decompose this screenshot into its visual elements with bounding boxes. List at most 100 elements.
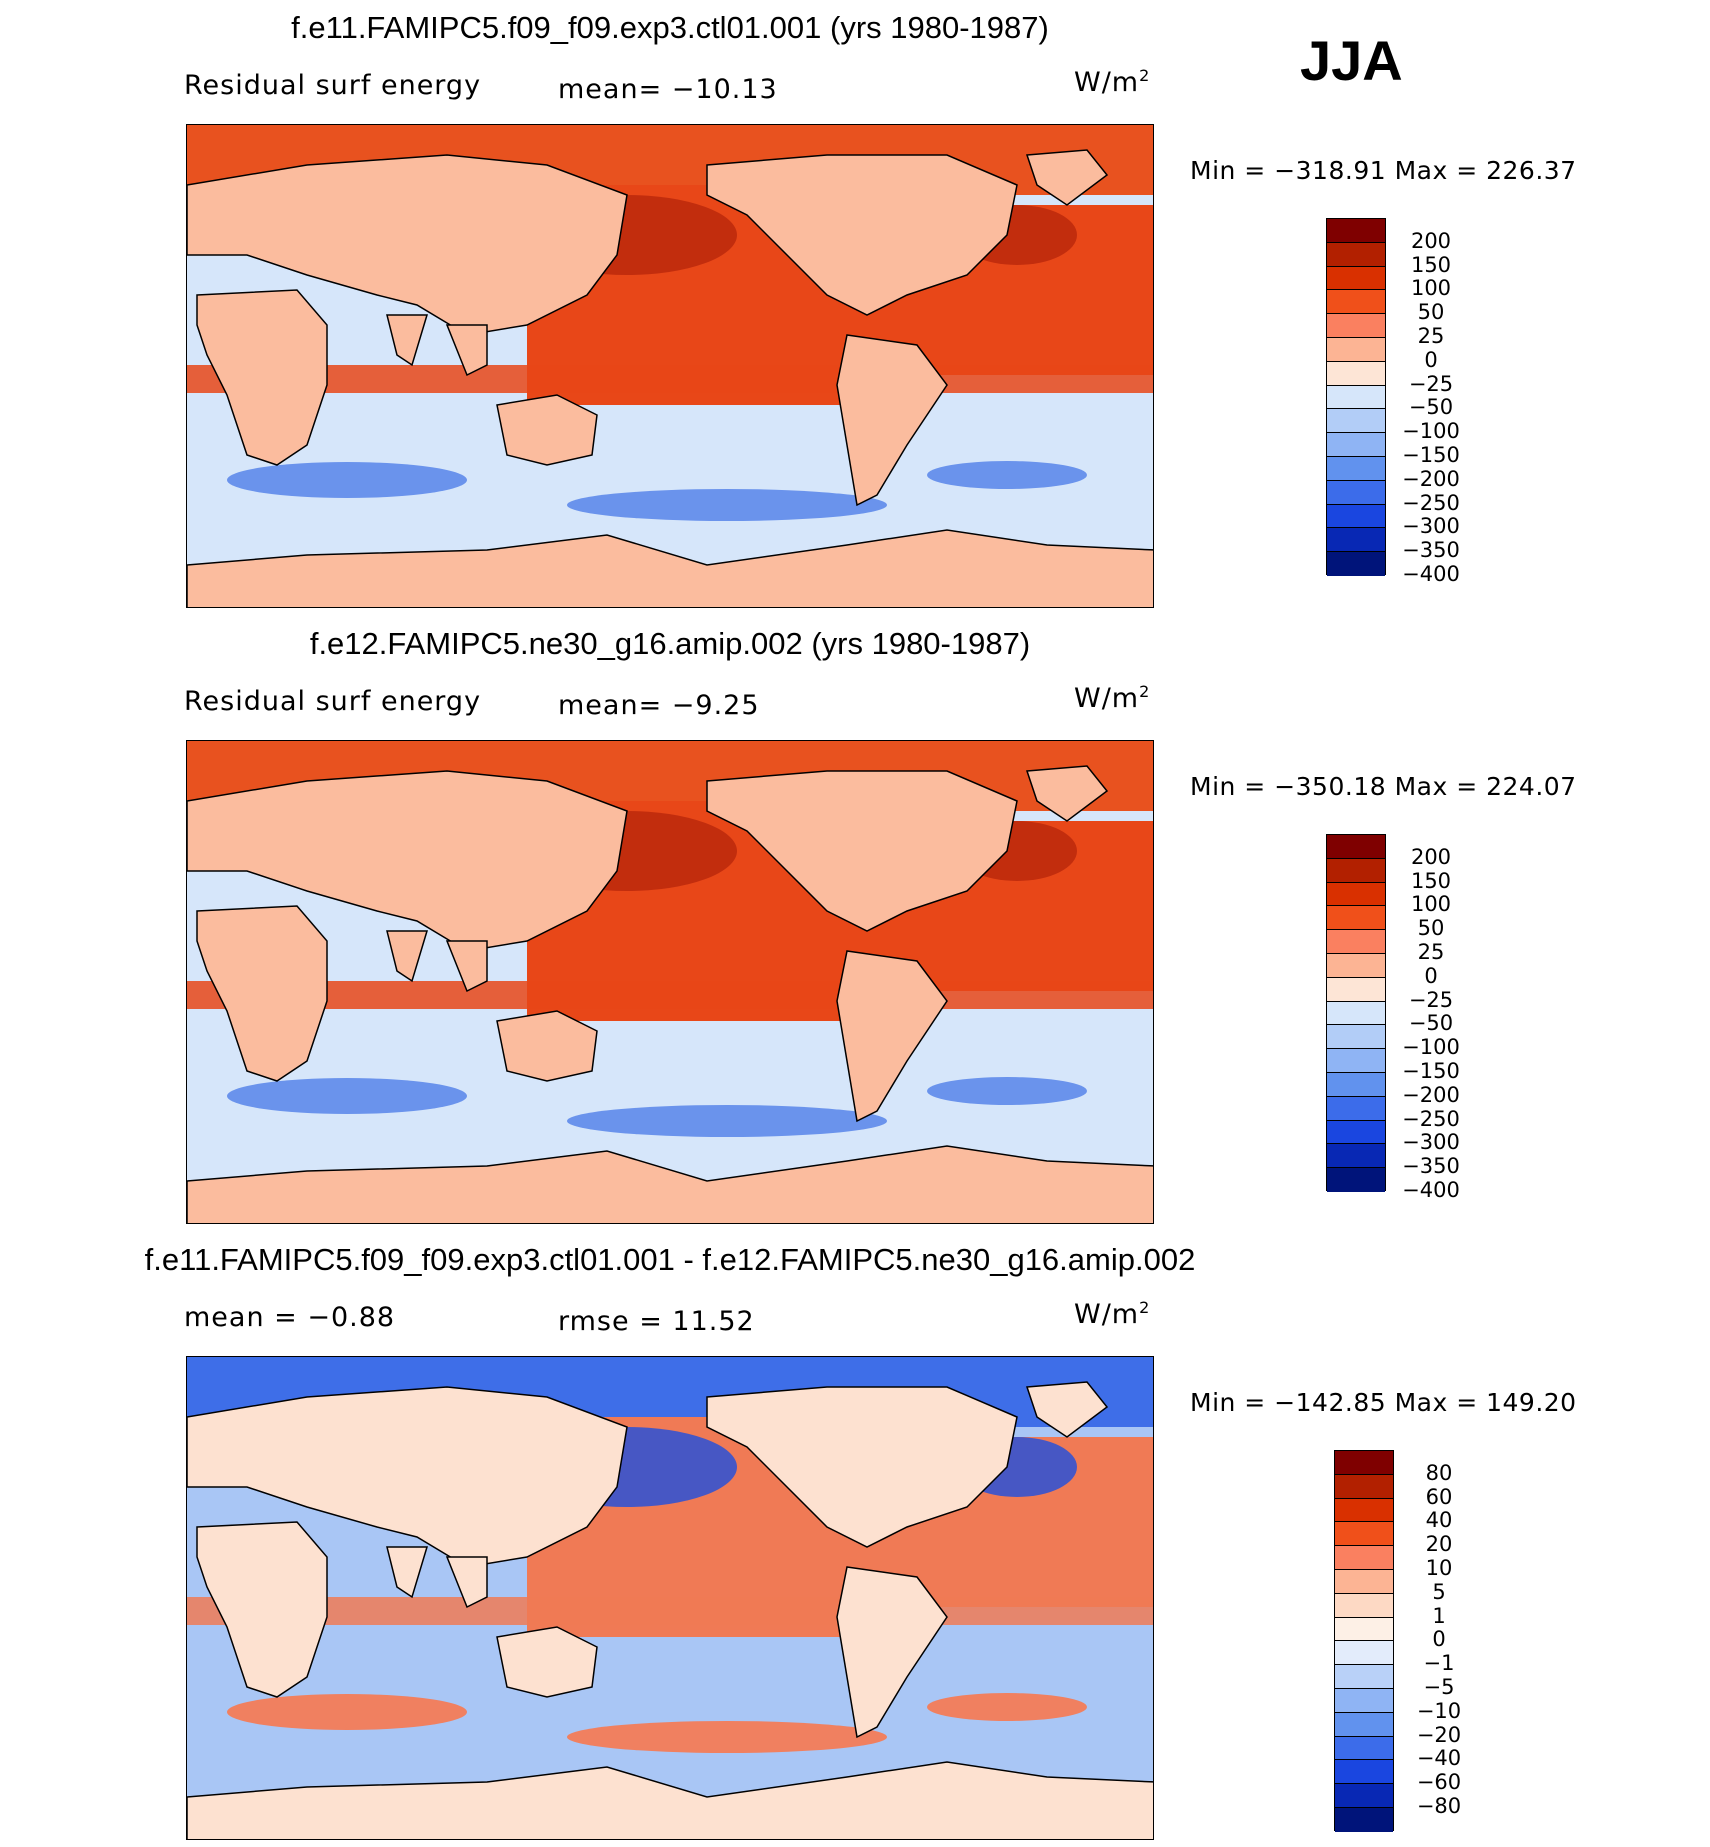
colorbar-tick-label: −200 <box>1402 1082 1460 1107</box>
units-text: W/m <box>1074 1299 1140 1330</box>
min-max-label: Min = −142.85 Max = 149.20 <box>1190 1388 1577 1417</box>
colorbar-swatch <box>1327 953 1385 978</box>
colorbar-tick-label: −350 <box>1402 538 1460 563</box>
colorbar-tick-label: −60 <box>1416 1770 1462 1795</box>
colorbar-tick-label: 1 <box>1432 1603 1446 1628</box>
colorbar-tick-label: −10 <box>1416 1698 1462 1723</box>
colorbar-swatch <box>1327 1001 1385 1026</box>
units-text: W/m <box>1074 67 1140 98</box>
colorbar-swatch <box>1335 1474 1393 1499</box>
colorbar-swatch <box>1327 528 1385 553</box>
units-text: W/m <box>1074 683 1140 714</box>
world-map <box>187 1357 1153 1839</box>
colorbar-tick-label: −300 <box>1402 514 1460 539</box>
colorbar-tick-label: 20 <box>1425 1532 1453 1557</box>
colorbar-swatch <box>1327 385 1385 410</box>
colorbar <box>1326 218 1386 576</box>
colorbar-swatch <box>1327 552 1385 576</box>
colorbar-swatch <box>1335 1736 1393 1761</box>
colorbar-tick-label: −80 <box>1416 1794 1462 1818</box>
units-superscript: 2 <box>1139 66 1151 85</box>
colorbar-tick-label: 60 <box>1425 1484 1453 1509</box>
colorbar-swatch <box>1327 930 1385 954</box>
world-map <box>187 741 1153 1223</box>
colorbar-swatch <box>1327 337 1385 362</box>
panel-title: f.e11.FAMIPC5.f09_f09.exp3.ctl01.001 - f… <box>144 1242 1196 1277</box>
colorbar-tick-label: −250 <box>1402 1106 1460 1131</box>
colorbar-tick-label: −50 <box>1408 1011 1454 1036</box>
colorbar-swatch <box>1327 977 1385 1002</box>
colorbar-tick-label: −25 <box>1408 987 1454 1012</box>
colorbar-tick-label: 80 <box>1425 1460 1453 1485</box>
season-label: JJA <box>1300 29 1403 92</box>
map-panel <box>186 1356 1154 1840</box>
panel-left-label: mean = −0.88 <box>184 1302 396 1333</box>
colorbar-swatch <box>1327 835 1385 859</box>
colorbar-tick-label: 100 <box>1410 276 1452 301</box>
colorbar-tick-label: 150 <box>1410 252 1452 277</box>
panel-center-label: rmse = 11.52 <box>558 1306 755 1337</box>
colorbar-tick-label: −300 <box>1402 1130 1460 1155</box>
world-map <box>187 125 1153 607</box>
colorbar-swatch <box>1327 433 1385 457</box>
colorbar-tick-label: 0 <box>1424 963 1438 988</box>
colorbar-swatch <box>1335 1760 1393 1785</box>
colorbar-tick-label: 50 <box>1417 300 1445 325</box>
colorbar-swatch <box>1327 1072 1385 1097</box>
colorbar-swatch <box>1327 242 1385 267</box>
colorbar-tick-label: −25 <box>1408 371 1454 396</box>
colorbar-swatch <box>1327 1096 1385 1121</box>
units-label: W/m2 <box>1074 682 1150 714</box>
colorbar-swatch <box>1327 1168 1385 1192</box>
colorbar-tick-label: 25 <box>1417 324 1445 348</box>
colorbar-tick-label: 5 <box>1432 1579 1446 1604</box>
colorbar <box>1326 834 1386 1192</box>
colorbar-tick-label: 50 <box>1417 916 1445 941</box>
colorbar-swatch <box>1335 1451 1393 1475</box>
panel-left-label: Residual surf energy <box>184 70 482 101</box>
colorbar-swatch <box>1335 1593 1393 1618</box>
colorbar-swatch <box>1335 1712 1393 1737</box>
colorbar-swatch <box>1327 882 1385 907</box>
colorbar-tick-label: 200 <box>1410 844 1452 869</box>
units-label: W/m2 <box>1074 66 1150 98</box>
colorbar-tick-label: −50 <box>1408 395 1454 420</box>
colorbar-tick-label: −20 <box>1416 1722 1462 1747</box>
units-superscript: 2 <box>1139 1298 1151 1317</box>
colorbar-tick-label: 200 <box>1410 228 1452 253</box>
colorbar-swatch <box>1327 456 1385 481</box>
colorbar-swatch <box>1327 409 1385 434</box>
panel-center-label: mean= −10.13 <box>558 74 778 105</box>
colorbar-swatch <box>1335 1784 1393 1808</box>
colorbar-tick-label: −150 <box>1402 443 1460 467</box>
panel-title: f.e11.FAMIPC5.f09_f09.exp3.ctl01.001 (yr… <box>291 10 1049 45</box>
colorbar-tick-label: −250 <box>1402 490 1460 515</box>
colorbar-tick-label: 10 <box>1425 1556 1453 1580</box>
colorbar-swatch <box>1327 1025 1385 1050</box>
colorbar-tick-label: −350 <box>1402 1154 1460 1179</box>
colorbar-tick-label: −1 <box>1423 1651 1455 1676</box>
colorbar <box>1334 1450 1394 1832</box>
colorbar-swatch <box>1335 1522 1393 1547</box>
colorbar-tick-label: −100 <box>1402 1035 1460 1060</box>
colorbar-swatch <box>1327 858 1385 883</box>
colorbar-swatch <box>1327 314 1385 338</box>
colorbar-tick-label: −200 <box>1402 466 1460 491</box>
colorbar-tick-label: 40 <box>1425 1508 1453 1533</box>
colorbar-tick-label: 25 <box>1417 940 1445 964</box>
colorbar-swatch <box>1327 480 1385 505</box>
colorbar-swatch <box>1335 1617 1393 1642</box>
colorbar-tick-label: −40 <box>1416 1746 1462 1771</box>
colorbar-swatch <box>1335 1498 1393 1523</box>
units-superscript: 2 <box>1139 682 1151 701</box>
map-panel <box>186 740 1154 1224</box>
min-max-label: Min = −350.18 Max = 224.07 <box>1190 772 1577 801</box>
min-max-label: Min = −318.91 Max = 226.37 <box>1190 156 1577 185</box>
colorbar-swatch <box>1327 1144 1385 1169</box>
colorbar-tick-label: 0 <box>1432 1627 1446 1652</box>
units-label: W/m2 <box>1074 1298 1150 1330</box>
colorbar-tick-label: 0 <box>1424 347 1438 372</box>
colorbar-swatch <box>1327 219 1385 243</box>
colorbar-tick-label: 100 <box>1410 892 1452 917</box>
colorbar-tick-label: −150 <box>1402 1059 1460 1083</box>
